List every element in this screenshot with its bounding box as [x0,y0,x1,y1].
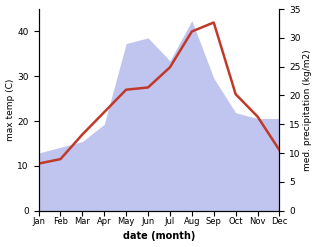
Y-axis label: med. precipitation (kg/m2): med. precipitation (kg/m2) [303,49,313,171]
Y-axis label: max temp (C): max temp (C) [5,79,15,141]
X-axis label: date (month): date (month) [123,231,195,242]
